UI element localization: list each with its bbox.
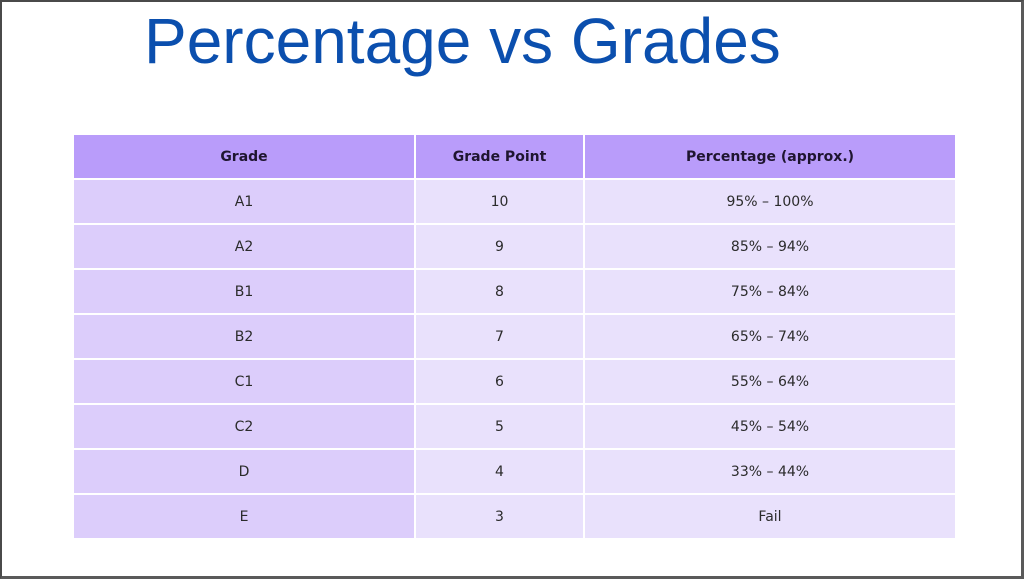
cell-grade-point: 8: [414, 268, 585, 315]
table-row: A1 10 95% – 100%: [72, 178, 957, 225]
cell-grade-point: 10: [414, 178, 585, 225]
cell-grade-point: 3: [414, 493, 585, 540]
table-row: B2 7 65% – 74%: [72, 313, 957, 360]
cell-percentage: 85% – 94%: [583, 223, 957, 270]
header-percentage: Percentage (approx.): [583, 133, 957, 180]
table-header-row: Grade Grade Point Percentage (approx.): [72, 133, 957, 180]
slide-title: Percentage vs Grades: [144, 5, 781, 77]
table-row: B1 8 75% – 84%: [72, 268, 957, 315]
cell-percentage: 95% – 100%: [583, 178, 957, 225]
cell-grade-point: 6: [414, 358, 585, 405]
cell-grade: A1: [72, 178, 416, 225]
grades-table: Grade Grade Point Percentage (approx.) A…: [72, 133, 957, 540]
cell-grade-point: 5: [414, 403, 585, 450]
table-row: E 3 Fail: [72, 493, 957, 540]
header-grade-point: Grade Point: [414, 133, 585, 180]
cell-grade: E: [72, 493, 416, 540]
cell-grade: C1: [72, 358, 416, 405]
cell-grade-point: 9: [414, 223, 585, 270]
table-row: C2 5 45% – 54%: [72, 403, 957, 450]
cell-grade: B1: [72, 268, 416, 315]
cell-grade: D: [72, 448, 416, 495]
table-row: C1 6 55% – 64%: [72, 358, 957, 405]
cell-percentage: 33% – 44%: [583, 448, 957, 495]
cell-grade: B2: [72, 313, 416, 360]
cell-grade-point: 7: [414, 313, 585, 360]
cell-percentage: Fail: [583, 493, 957, 540]
cell-grade-point: 4: [414, 448, 585, 495]
cell-grade: A2: [72, 223, 416, 270]
table-row: A2 9 85% – 94%: [72, 223, 957, 270]
cell-percentage: 45% – 54%: [583, 403, 957, 450]
cell-percentage: 55% – 64%: [583, 358, 957, 405]
table-row: D 4 33% – 44%: [72, 448, 957, 495]
cell-grade: C2: [72, 403, 416, 450]
cell-percentage: 65% – 74%: [583, 313, 957, 360]
cell-percentage: 75% – 84%: [583, 268, 957, 315]
header-grade: Grade: [72, 133, 416, 180]
